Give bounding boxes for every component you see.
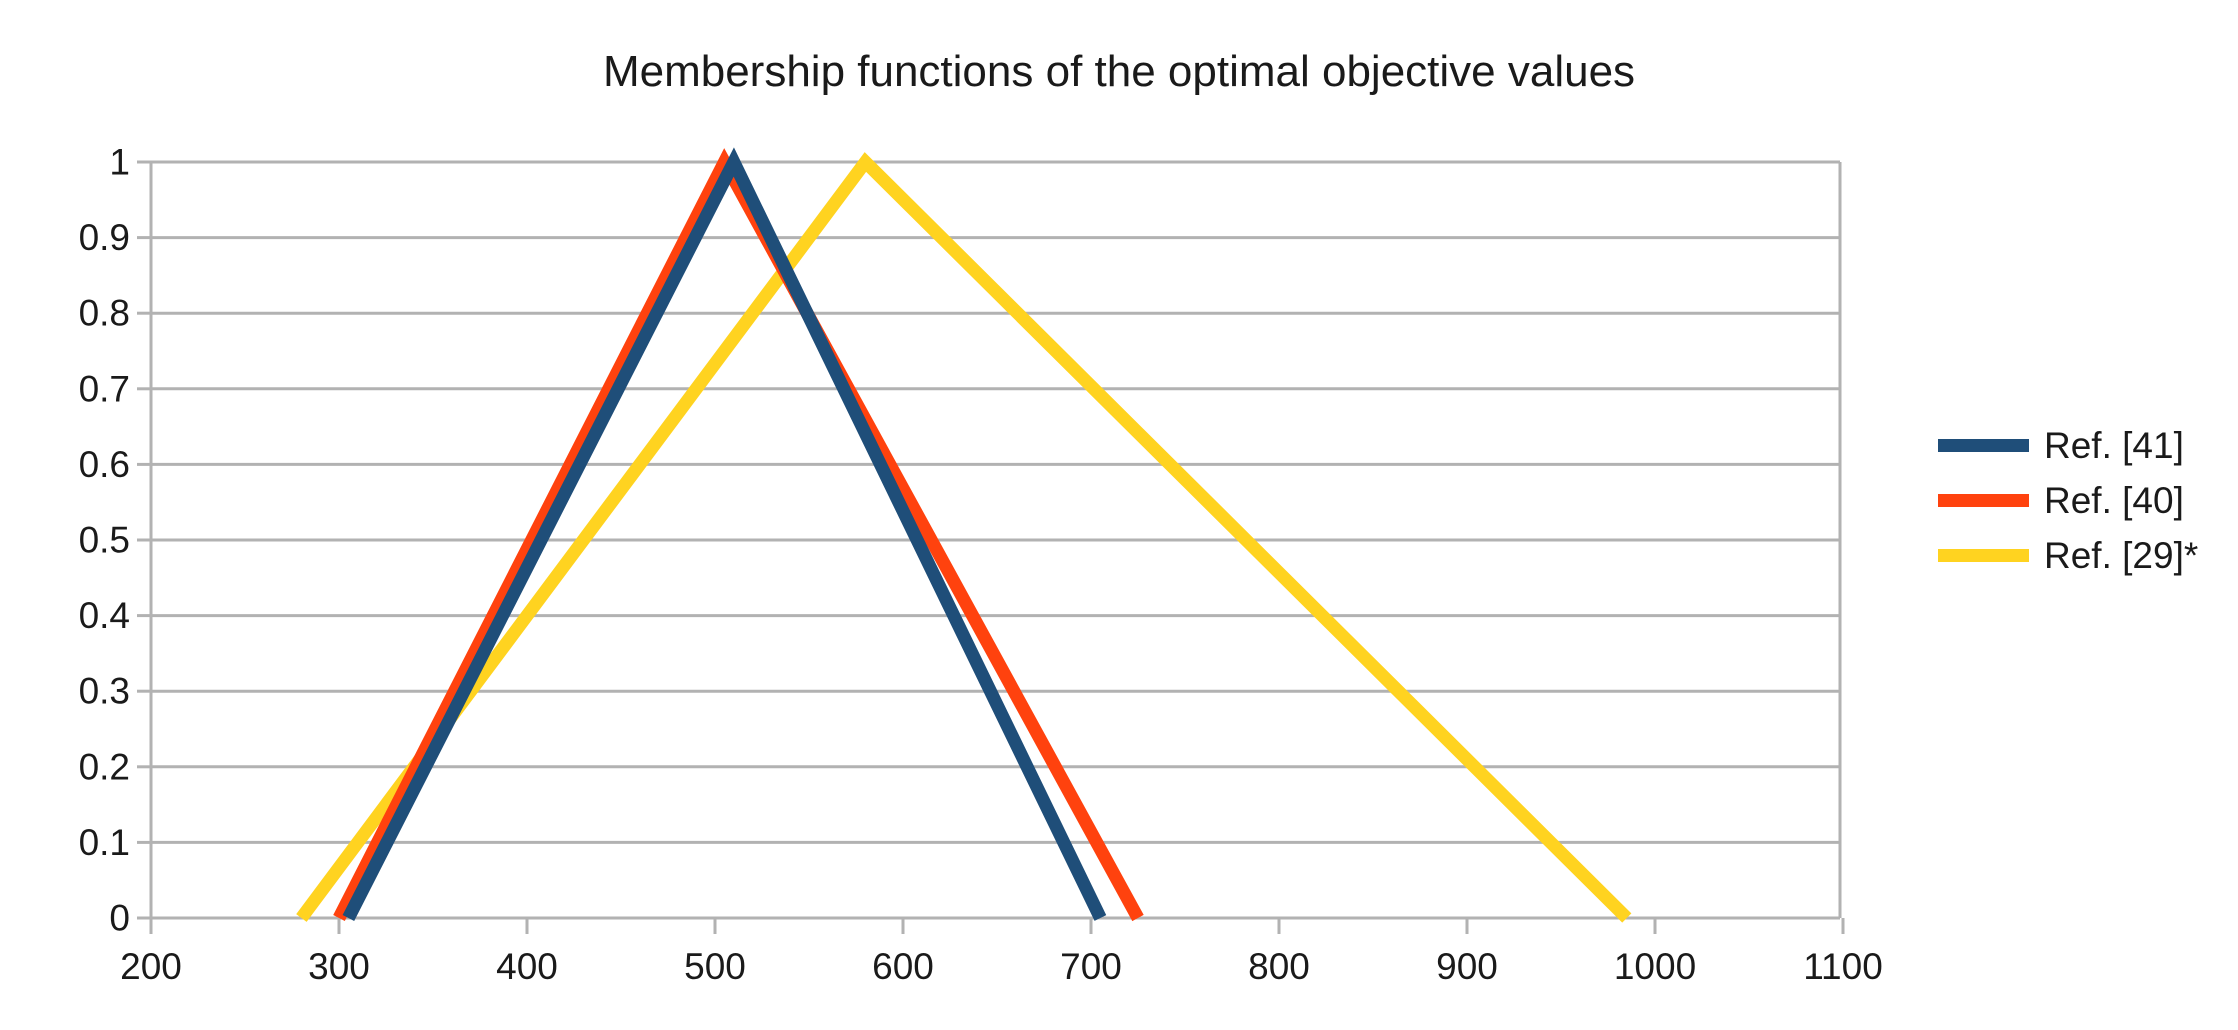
y-tick-label: 0.2 <box>79 746 130 787</box>
legend-item: Ref. [41] <box>1938 418 2198 473</box>
legend-swatch <box>1938 439 2029 452</box>
x-tick-label: 1100 <box>1803 946 1883 987</box>
legend-label: Ref. [29]* <box>2044 534 2199 576</box>
x-tick-label: 500 <box>684 946 746 987</box>
legend-swatch <box>1938 549 2029 562</box>
legend-item: Ref. [40] <box>1938 473 2198 528</box>
y-tick-label: 1 <box>109 142 130 183</box>
y-tick-label: 0.4 <box>79 595 130 636</box>
y-tick-label: 0 <box>109 898 130 939</box>
x-tick-label: 1000 <box>1614 946 1696 987</box>
chart-title: Membership functions of the optimal obje… <box>602 47 1636 96</box>
x-tick-label: 800 <box>1248 946 1310 987</box>
legend-swatch <box>1938 494 2029 507</box>
x-tick-label: 400 <box>496 946 558 987</box>
legend: Ref. [41] Ref. [40] Ref. [29]* <box>1938 418 2198 583</box>
legend-label: Ref. [41] <box>2044 424 2184 466</box>
y-tick-label: 0.5 <box>79 520 130 561</box>
y-tick-label: 0.9 <box>79 217 130 258</box>
y-tick-label: 0.6 <box>79 444 130 485</box>
x-tick-label: 900 <box>1436 946 1498 987</box>
legend-item: Ref. [29]* <box>1938 528 2198 583</box>
legend-label: Ref. [40] <box>2044 479 2184 521</box>
x-tick-label: 600 <box>872 946 934 987</box>
x-tick-label: 200 <box>120 946 182 987</box>
y-tick-label: 0.1 <box>79 822 130 863</box>
series-line-ref-41- <box>342 147 1107 921</box>
y-tick-label: 0.8 <box>79 293 130 334</box>
y-tick-label: 0.7 <box>79 368 130 409</box>
series-line-ref-29- <box>296 152 1632 923</box>
series-line-ref-40- <box>333 148 1144 922</box>
x-tick-label: 300 <box>308 946 370 987</box>
x-tick-label: 700 <box>1060 946 1122 987</box>
y-tick-label: 0.3 <box>79 671 130 712</box>
